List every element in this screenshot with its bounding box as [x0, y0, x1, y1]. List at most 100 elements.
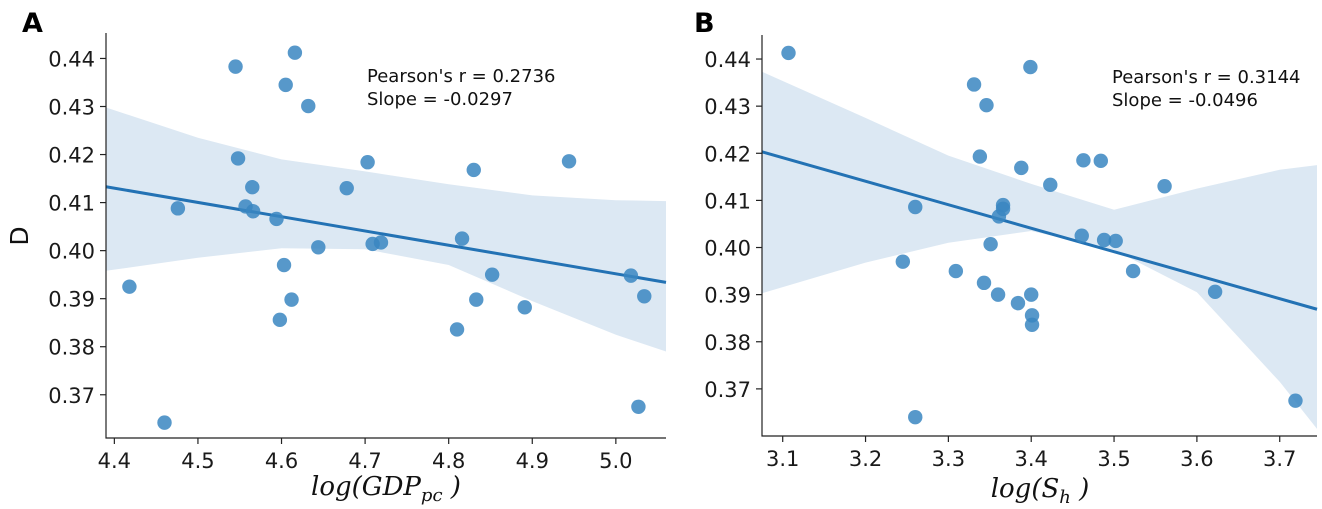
data-point [895, 254, 911, 269]
x-tick-label: 4.7 [348, 449, 381, 473]
x-tick-label: 3.1 [766, 447, 799, 471]
data-point [561, 154, 577, 169]
data-point [269, 211, 284, 227]
pearson-annotation: Pearson's r = 0.2736 [367, 66, 555, 87]
data-point [228, 59, 243, 74]
x-axis-label-main: log(GDP [311, 472, 421, 502]
x-axis-label-close: ) [443, 472, 461, 502]
x-axis-label: log(Sh ) [991, 474, 1090, 508]
x-tick-label: 4.8 [432, 449, 465, 473]
y-tick-label: 0.40 [48, 240, 95, 264]
y-tick-label: 0.39 [704, 284, 751, 308]
data-point [230, 151, 246, 166]
panel-a-label: A [22, 8, 43, 39]
x-axis-label-main: log(S [991, 474, 1060, 504]
data-point [466, 162, 481, 178]
x-tick-label: 4.4 [98, 449, 131, 473]
data-point [1023, 59, 1038, 75]
x-tick-label: 3.6 [1180, 447, 1213, 471]
y-tick-label: 0.37 [704, 378, 751, 402]
y-tick-label: 0.42 [704, 142, 751, 166]
y-tick-label: 0.40 [704, 237, 751, 261]
x-tick-label: 4.6 [265, 449, 298, 473]
data-point [781, 45, 796, 61]
data-point [990, 287, 1006, 302]
y-tick-label: 0.38 [48, 336, 95, 360]
x-tick-label: 3.7 [1263, 447, 1296, 471]
data-point [454, 231, 470, 246]
panel-b-label: B [694, 8, 715, 39]
data-point [276, 257, 292, 273]
y-axis-label: D [5, 226, 34, 245]
data-point [1207, 284, 1223, 300]
data-point [301, 98, 316, 114]
data-point [1093, 153, 1108, 169]
confidence-band [106, 107, 666, 352]
data-point [373, 235, 389, 250]
x-tick-label: 3.5 [1097, 447, 1130, 471]
data-point [1024, 287, 1039, 302]
y-tick-label: 0.42 [48, 144, 95, 168]
data-point [908, 199, 923, 215]
data-point [278, 77, 293, 93]
x-axis-label-sub: h [1059, 487, 1071, 508]
data-point [908, 409, 923, 425]
data-point [245, 180, 260, 195]
panel-b: B 3.1 3.2 3.3 3.4 3.5 3.6 3.7 0.37 0.38 0.39 0.40… [694, 8, 1318, 508]
slope-annotation: Slope = -0.0496 [1112, 90, 1258, 111]
data-point [272, 312, 288, 328]
pearson-annotation: Pearson's r = 0.3144 [1112, 67, 1300, 88]
data-point [1108, 233, 1123, 249]
slope-annotation: Slope = -0.0297 [367, 89, 513, 110]
regression-line [761, 150, 1318, 311]
data-point [972, 149, 988, 164]
x-axis-label: log(GDPpc ) [311, 472, 461, 506]
y-tick-label: 0.41 [704, 189, 751, 213]
x-tick-label: 4.5 [181, 449, 214, 473]
x-tick-label: 4.9 [516, 449, 549, 473]
data-point [637, 289, 652, 304]
y-tick-label: 0.44 [48, 47, 95, 71]
data-point [339, 180, 354, 196]
data-point [979, 98, 994, 113]
data-point [1014, 160, 1029, 176]
data-point [983, 237, 998, 252]
x-axis-label-close: ) [1071, 474, 1089, 504]
data-point [122, 279, 137, 294]
data-point [623, 268, 639, 283]
data-point [484, 267, 500, 282]
data-point [449, 322, 465, 337]
data-point [245, 204, 261, 219]
data-point [311, 240, 326, 255]
x-tick-label: 3.2 [849, 447, 882, 471]
y-tick-label: 0.39 [48, 288, 95, 312]
data-point [170, 201, 186, 216]
y-tick-label: 0.43 [704, 95, 751, 119]
x-tick-label: 5.0 [599, 449, 632, 473]
data-point [1096, 232, 1112, 248]
x-tick-label: 3.4 [1015, 447, 1048, 471]
data-point [995, 201, 1011, 217]
data-point [517, 300, 532, 315]
y-tick-label: 0.43 [48, 96, 95, 120]
y-tick-label: 0.44 [704, 48, 751, 72]
x-axis-label-sub: pc [421, 485, 443, 506]
data-point [966, 77, 982, 92]
y-tick-label: 0.37 [48, 384, 95, 408]
data-point [360, 155, 375, 170]
data-point [1125, 263, 1141, 279]
data-point [287, 45, 303, 60]
data-point [1076, 153, 1091, 168]
data-point [1024, 317, 1040, 332]
data-point [1043, 177, 1058, 193]
data-point [157, 415, 172, 430]
x-tick-label: 3.3 [932, 447, 965, 471]
y-tick-label: 0.38 [704, 331, 751, 355]
confidence-band [762, 71, 1317, 429]
data-point [1157, 179, 1172, 194]
data-point [1288, 393, 1303, 408]
data-point [948, 263, 964, 279]
data-point [469, 292, 484, 307]
data-point [1074, 228, 1089, 243]
